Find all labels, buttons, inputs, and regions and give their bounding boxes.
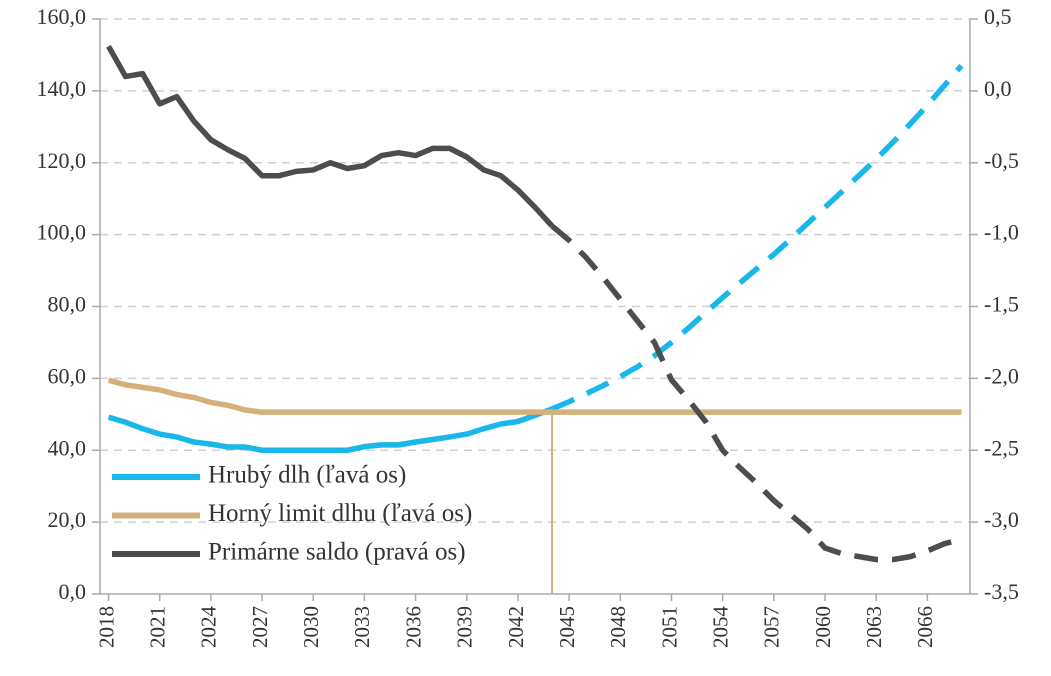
y2-tick-label: -3,0	[984, 507, 1019, 532]
y-tick-label: 80,0	[48, 292, 87, 317]
x-tick-label: 2045	[555, 606, 579, 648]
legend-label: Primárne saldo (pravá os)	[208, 539, 466, 566]
y-tick-label: 120,0	[37, 148, 87, 173]
y2-tick-label: -1,0	[984, 220, 1019, 245]
y2-tick-label: 0,5	[984, 4, 1012, 29]
y-tick-label: 140,0	[37, 76, 87, 101]
legend-label: Horný limit dlhu (ľavá os)	[208, 500, 472, 527]
x-tick-label: 2048	[606, 606, 630, 648]
series-line	[107, 406, 554, 453]
x-tick-label: 2030	[299, 606, 323, 648]
series-line-projection	[550, 63, 964, 412]
y-tick-label: 0,0	[59, 579, 87, 604]
x-tick-label: 2027	[248, 606, 272, 648]
x-tick-label: 2051	[657, 606, 681, 648]
x-tick-label: 2060	[811, 606, 835, 648]
x-tick-label: 2039	[453, 606, 477, 648]
x-tick-label: 2024	[197, 606, 221, 649]
y2-tick-label: -2,0	[984, 363, 1019, 388]
y2-tick-label: -2,5	[984, 435, 1019, 460]
x-tick-label: 2021	[146, 606, 170, 648]
series-line-projection	[550, 223, 963, 563]
x-tick-label: 2057	[760, 606, 784, 648]
series-line	[107, 377, 962, 415]
y-tick-label: 60,0	[48, 363, 87, 388]
y-tick-label: 20,0	[48, 507, 87, 532]
x-tick-label: 2054	[708, 606, 732, 649]
x-tick-label: 2042	[504, 606, 528, 648]
y2-tick-label: -3,5	[984, 579, 1019, 604]
y-tick-label: 40,0	[48, 435, 87, 460]
y2-tick-label: 0,0	[984, 76, 1012, 101]
x-tick-label: 2066	[913, 606, 937, 648]
series-line	[106, 44, 555, 228]
y-tick-label: 160,0	[37, 4, 87, 29]
y-tick-label: 100,0	[37, 220, 87, 245]
y2-tick-label: -0,5	[984, 148, 1019, 173]
y2-tick-label: -1,5	[984, 292, 1019, 317]
x-tick-label: 2036	[401, 606, 425, 648]
x-tick-label: 2018	[94, 606, 118, 648]
x-tick-label: 2063	[862, 606, 886, 648]
legend-label: Hrubý dlh (ľavá os)	[208, 462, 406, 489]
x-tick-label: 2033	[350, 606, 374, 648]
